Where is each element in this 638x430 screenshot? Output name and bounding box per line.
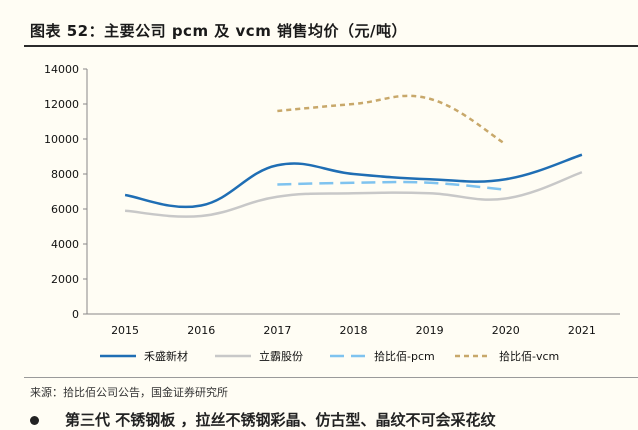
y-tick-label: 0	[72, 308, 79, 321]
series-layer	[124, 94, 583, 218]
legend: 禾盛新材 立霸股份 拾比佰-pcm 拾比佰-vcm	[100, 349, 559, 363]
legend-label: 拾比佰-pcm	[374, 349, 435, 363]
y-tick-label: 2000	[51, 273, 79, 286]
bullet-icon	[30, 416, 39, 425]
x-tick-label: 2019	[416, 324, 444, 337]
x-tick-label: 2018	[340, 324, 368, 337]
cutoff-text: 第三代 不锈钢板 ，拉丝不锈钢彩晶、仿古型、晶纹不可会采花纹	[65, 411, 496, 429]
y-tick-label: 8000	[51, 168, 79, 181]
line-chart: 0 2000 4000 6000 8000 10000 12000 14000 2015 2016…	[44, 63, 620, 363]
series-line-3	[277, 94, 507, 146]
source-rule	[24, 377, 638, 378]
legend-label: 立霸股份	[259, 349, 303, 363]
series-line-2	[277, 180, 506, 191]
y-tick-label: 10000	[44, 133, 79, 146]
legend-label: 禾盛新材	[144, 349, 188, 363]
x-tick-label: 2021	[568, 324, 596, 337]
y-tick-label: 12000	[44, 98, 79, 111]
x-tick-label: 2016	[187, 324, 215, 337]
x-tick-label: 2020	[492, 324, 520, 337]
series-line-0	[124, 153, 583, 209]
title-rule	[24, 45, 638, 47]
y-tick-label: 6000	[51, 203, 79, 216]
chart-title: 图表 52：主要公司 pcm 及 vcm 销售均价（元/吨）	[30, 22, 408, 40]
axes: 0 2000 4000 6000 8000 10000 12000 14000 2015 2016…	[44, 63, 620, 337]
source-note: 来源：拾比佰公司公告，国金证券研究所	[30, 386, 228, 399]
x-tick-label: 2017	[263, 324, 291, 337]
y-tick-label: 14000	[44, 63, 79, 76]
legend-label: 拾比佰-vcm	[499, 349, 559, 363]
series-line-1	[124, 171, 583, 218]
cutoff-body-text: 第三代 不锈钢板 ，拉丝不锈钢彩晶、仿古型、晶纹不可会采花纹	[30, 409, 638, 430]
y-tick-label: 4000	[51, 238, 79, 251]
x-tick-label: 2015	[111, 324, 139, 337]
